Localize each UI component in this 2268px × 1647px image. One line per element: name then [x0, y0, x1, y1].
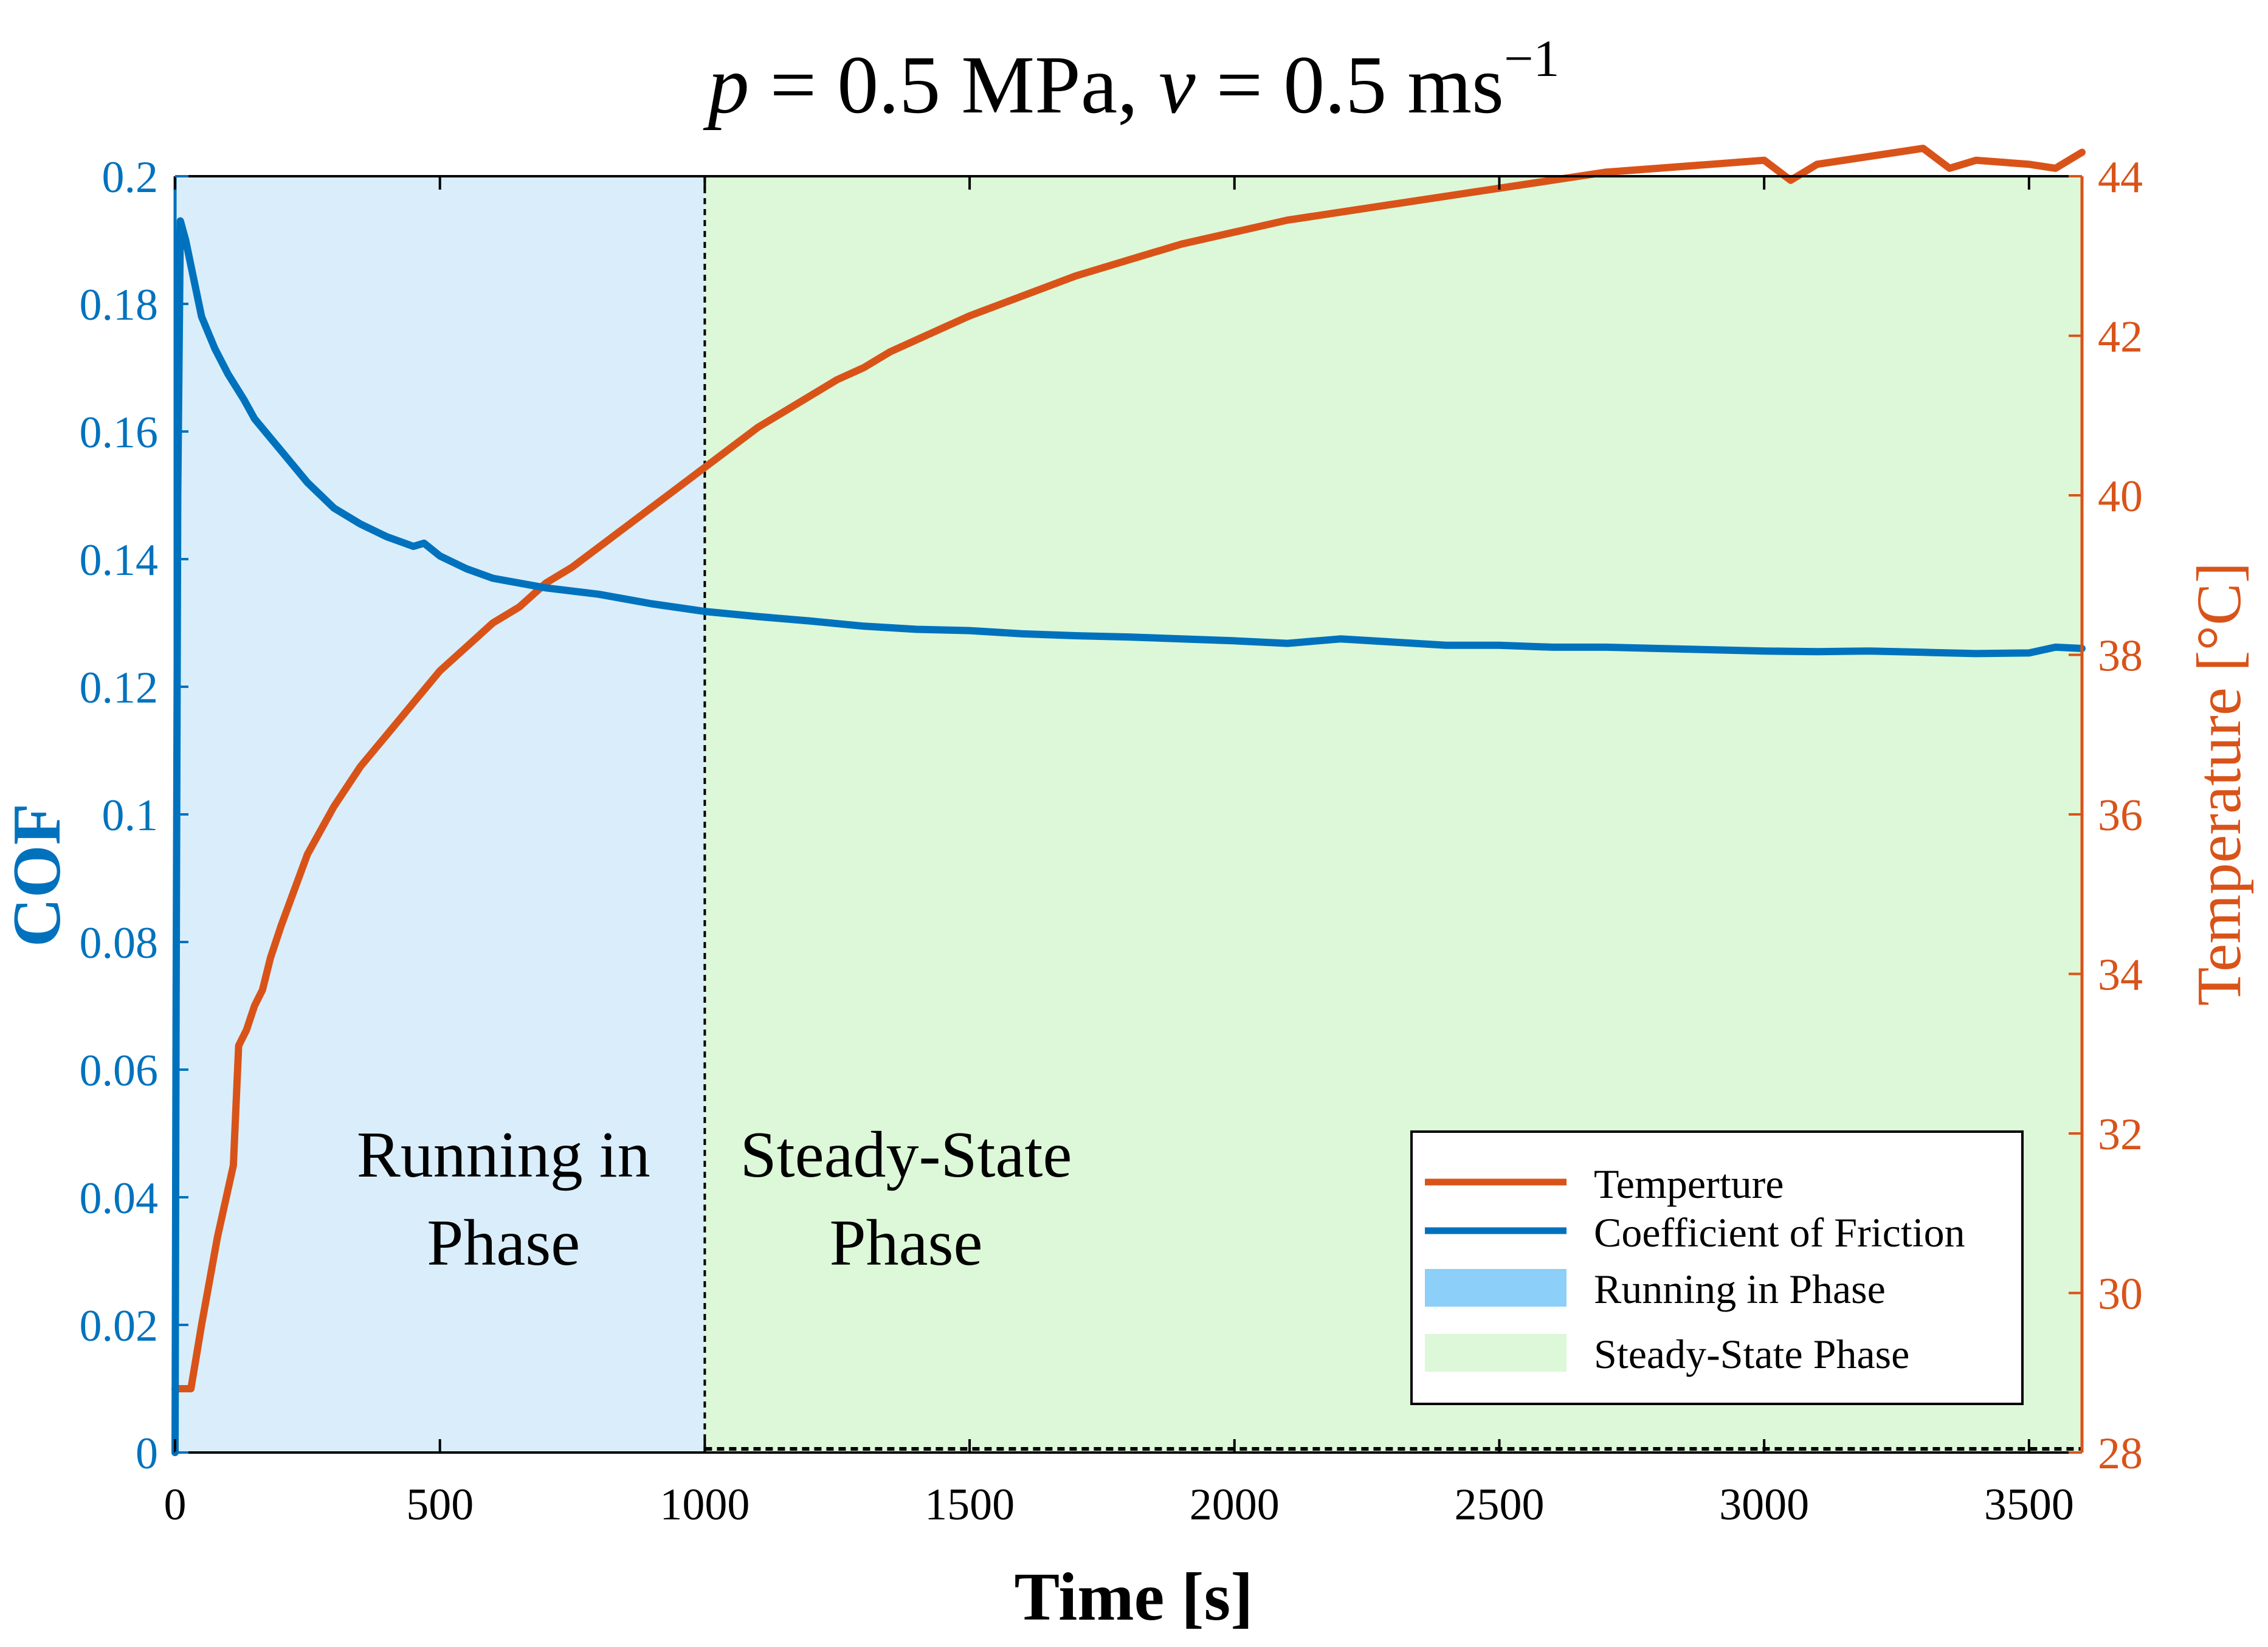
legend-entry-label: Running in Phase — [1594, 1266, 1886, 1312]
y-left-tick-label: 0.12 — [80, 663, 159, 713]
y-axis-label-right: Temperature [°C] — [2184, 562, 2254, 1006]
steady-state-phase-annotation: Steady-State Phase — [740, 1119, 1072, 1279]
y-left-tick-label: 0.2 — [102, 153, 159, 202]
y-axis-label-left: COF — [0, 803, 75, 947]
temperature-series-line — [171, 145, 2086, 1392]
y-left-tick-label: 0.04 — [80, 1174, 159, 1223]
x-tick-label: 2000 — [1190, 1480, 1280, 1530]
phase-region-running-in — [175, 176, 705, 1453]
legend-entry-label: Steady-State Phase — [1594, 1331, 1909, 1377]
plot-area: 0 500 1000 1500 2000 2500 3000 3500 0 0.02 0.04 0.0… — [80, 145, 2143, 1530]
y-right-tick-label: 32 — [2098, 1110, 2143, 1160]
title-v-symbol: v — [1159, 40, 1196, 131]
x-tick-label: 3000 — [1719, 1480, 1809, 1530]
y-right-tick-label: 28 — [2098, 1429, 2143, 1479]
annotation-line: Running in — [357, 1119, 650, 1191]
y-right-tick-label: 30 — [2098, 1270, 2143, 1319]
y-right-tick-label: 44 — [2098, 153, 2143, 202]
y-left-tick-label: 0.02 — [80, 1301, 159, 1351]
annotation-line: Steady-State — [740, 1119, 1072, 1191]
title-p-text: = 0.5 MPa, — [750, 40, 1159, 131]
x-tick-label: 500 — [406, 1480, 474, 1530]
y-right-tick-label: 42 — [2098, 312, 2143, 362]
y-left-tick-label: 0.14 — [80, 535, 159, 585]
y-right-tick-label: 40 — [2098, 472, 2143, 521]
y-left-tick-label: 0.18 — [80, 280, 159, 330]
title-v-text: = 0.5 ms — [1196, 40, 1504, 131]
legend-entry-label: Coefficient of Friction — [1594, 1209, 1965, 1256]
x-tick-label: 1000 — [660, 1480, 750, 1530]
y-left-tick-label: 0.06 — [80, 1046, 159, 1096]
annotation-line: Phase — [427, 1207, 580, 1279]
x-tick-label: 1500 — [925, 1480, 1015, 1530]
legend-swatch-patch — [1425, 1269, 1567, 1307]
legend-entry-label: Temperture — [1594, 1161, 1784, 1207]
phase-annotations: Running in Phase Steady-State Phase — [357, 1119, 1072, 1279]
x-tick-label: 0 — [164, 1480, 187, 1530]
running-in-phase-annotation: Running in Phase — [357, 1119, 650, 1279]
legend-swatch-patch — [1425, 1334, 1567, 1372]
y-left-tick-label: 0.08 — [80, 918, 159, 968]
annotation-line: Phase — [830, 1207, 983, 1279]
title-p-symbol: p — [703, 40, 750, 131]
title-exponent: −1 — [1504, 29, 1560, 88]
y-right-tick-label: 34 — [2098, 951, 2143, 1000]
x-tick-label: 2500 — [1454, 1480, 1544, 1530]
y-right-tick-label: 38 — [2098, 631, 2143, 681]
cof-series-line — [171, 217, 2086, 1456]
x-axis-label: Time [s] — [1015, 1559, 1253, 1635]
x-tick-label: 3500 — [1984, 1480, 2074, 1530]
y-right-tick-label: 36 — [2098, 791, 2143, 841]
y-left-tick-label: 0.16 — [80, 408, 159, 458]
y-left-tick-label: 0 — [136, 1429, 158, 1479]
chart-title: p = 0.5 MPa, v = 0.5 ms−1 — [703, 29, 1560, 131]
y-left-tick-label: 0.1 — [102, 791, 159, 841]
